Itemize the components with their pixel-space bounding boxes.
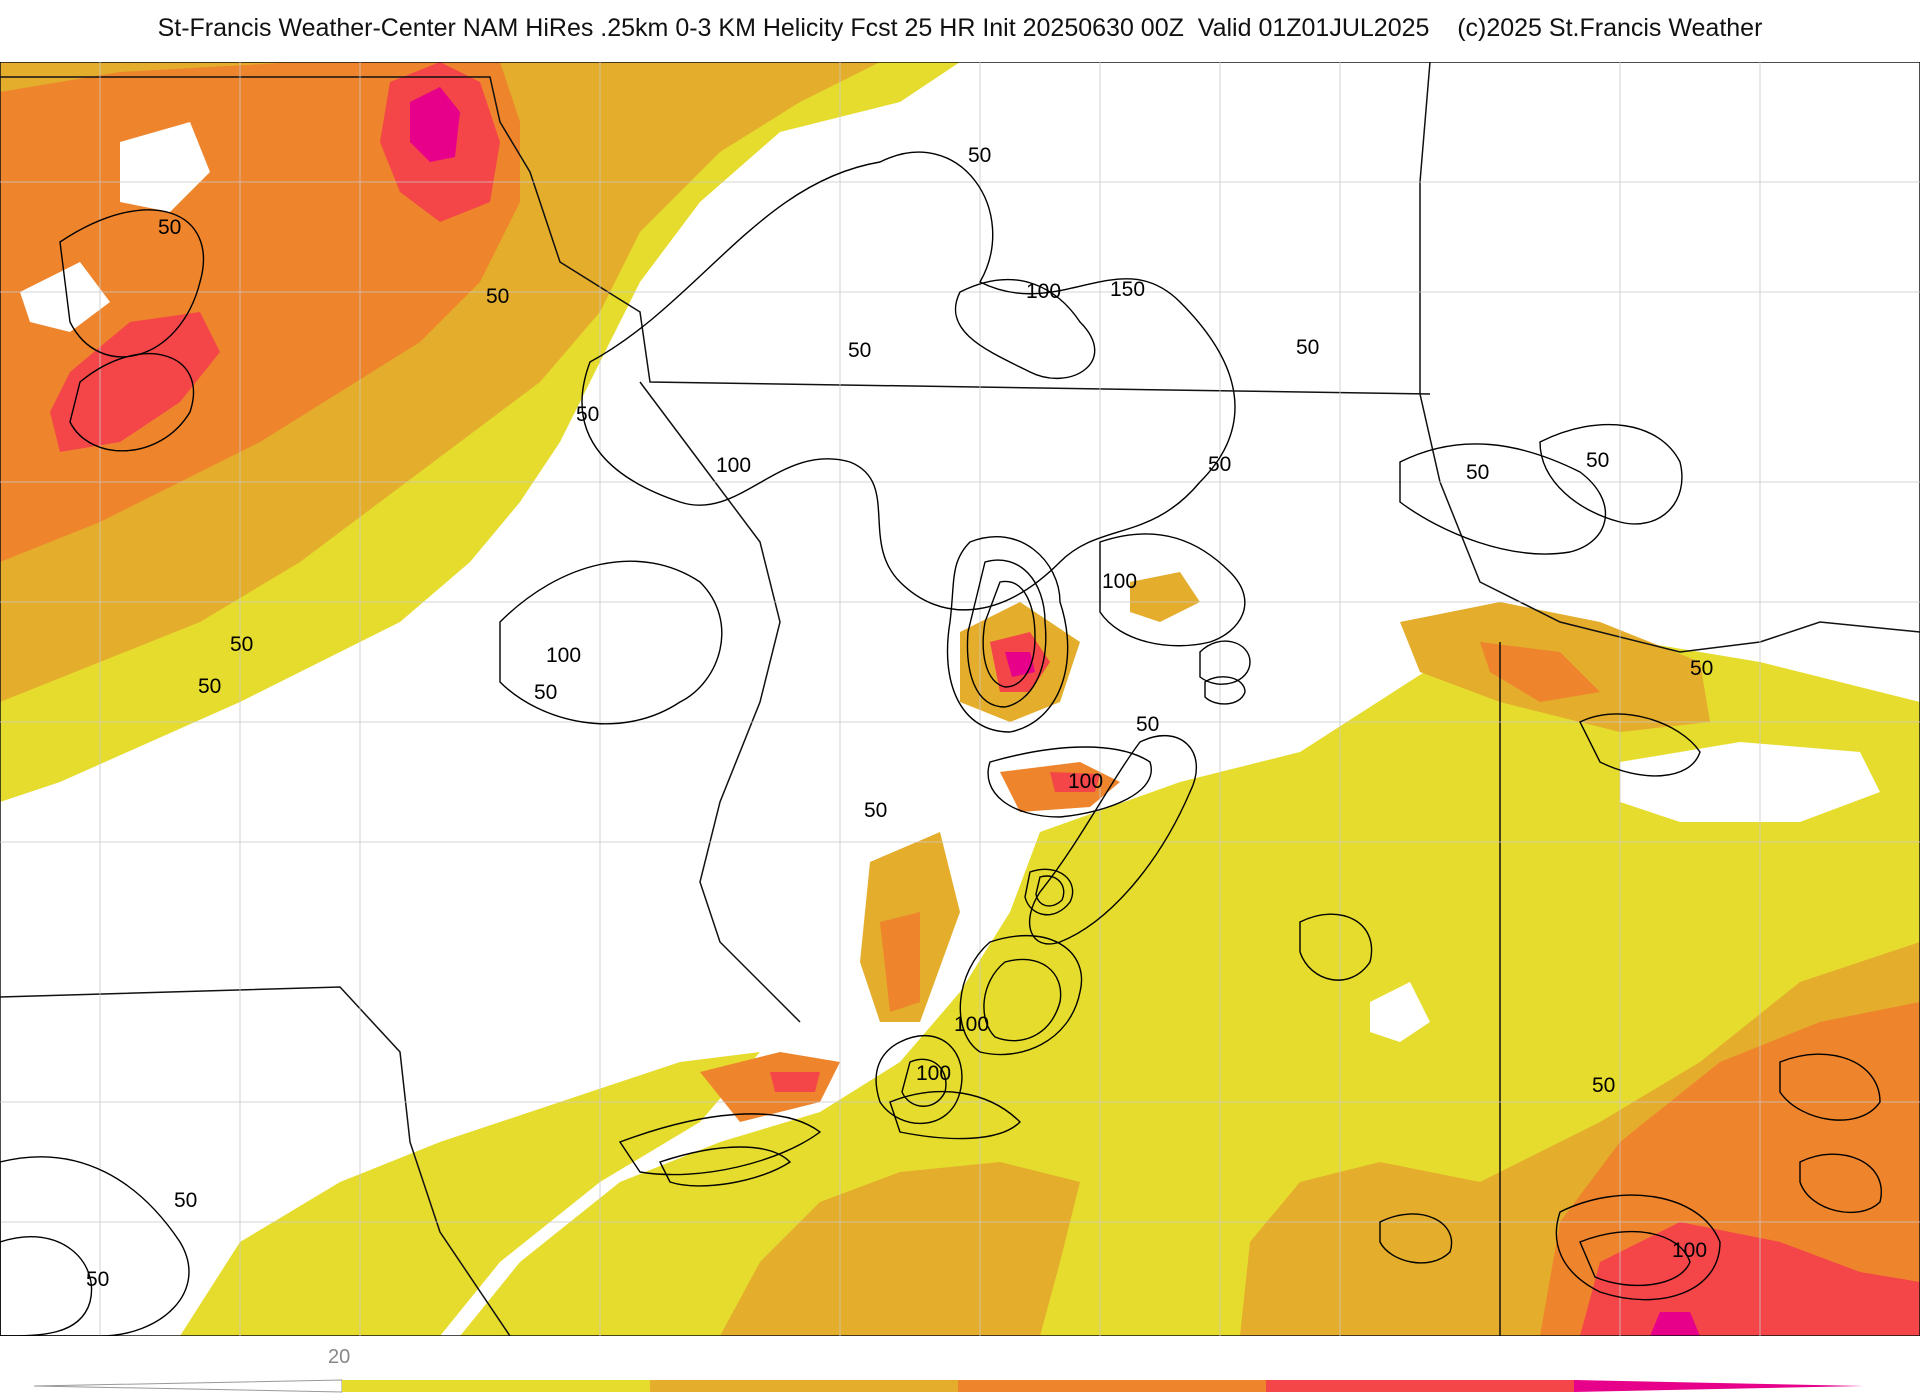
- contour-line: [966, 559, 1047, 708]
- contour-label: 50: [1592, 1074, 1615, 1097]
- contour-label: 50: [1690, 657, 1713, 680]
- contour-label: 50: [158, 216, 181, 239]
- border-river: [639, 381, 801, 1023]
- contour-label: 100: [1026, 280, 1061, 303]
- contour-label: 50: [848, 339, 871, 362]
- contour-line: [982, 580, 1036, 688]
- colorbar-tick-label: 20: [328, 1346, 350, 1368]
- contour-line: [581, 151, 1236, 611]
- contour-line: [59, 209, 205, 358]
- shade-cell-3: [1130, 572, 1200, 622]
- shade-red-nw1: [50, 312, 220, 452]
- border-north: [0, 76, 1431, 395]
- contour-line: [954, 278, 1096, 380]
- contour-line: [1299, 913, 1373, 981]
- shade-cell-5: [700, 1052, 840, 1122]
- contour-line: [946, 536, 1069, 733]
- contour-line: [1555, 1194, 1721, 1301]
- contour-line: [1199, 640, 1251, 685]
- contour-label: 50: [1466, 461, 1489, 484]
- contour-label: 50: [968, 144, 991, 167]
- contour-line: [618, 1113, 822, 1176]
- shade-cell-6o: [1480, 642, 1600, 702]
- helicity-map: 50 50 50 50 50 100 150 50 50 100 50 50 5…: [0, 62, 1920, 1336]
- colorbar-left-arrow: [33, 1379, 343, 1393]
- shade-white-nw2: [20, 262, 110, 332]
- contour-label: 50: [1208, 453, 1231, 476]
- shade-white-se1: [1620, 742, 1880, 822]
- colorbar-segment-red: [1266, 1380, 1574, 1392]
- contour-line: [1579, 713, 1701, 777]
- contour-label: 50: [534, 681, 557, 704]
- contour-line: [1579, 1230, 1691, 1287]
- colorbar-segment-yellow: [342, 1380, 650, 1392]
- contour-line: [983, 958, 1062, 1042]
- shade-gold-s: [720, 1162, 1080, 1336]
- contour-label: 50: [864, 799, 887, 822]
- contour-line: [959, 934, 1083, 1056]
- contour-label: 50: [486, 285, 509, 308]
- contour-label-group: 50 50 50 50 50 100 150 50 50 100 50 50 5…: [86, 144, 1713, 1291]
- contour-label: 100: [716, 454, 751, 477]
- contour-line: [659, 1146, 792, 1187]
- contour-line: [0, 1236, 93, 1336]
- contour-line: [1035, 875, 1065, 907]
- contour-line: [1029, 735, 1197, 945]
- contour-line: [0, 1156, 190, 1336]
- shade-cell-5r: [770, 1072, 820, 1092]
- contour-line: [1379, 1213, 1453, 1264]
- contour-label: 150: [1110, 278, 1145, 301]
- contour-line: [875, 1035, 963, 1124]
- contour-label: 100: [1102, 570, 1137, 593]
- colorbar: 20: [33, 1346, 1864, 1393]
- shade-mag-nw: [410, 87, 460, 162]
- border-south-west: [0, 986, 511, 1336]
- contour-label: 100: [954, 1013, 989, 1036]
- contour-label: 100: [1672, 1239, 1707, 1262]
- contour-line: [1539, 423, 1683, 525]
- contour-line: [69, 352, 195, 452]
- shade-white-nw1: [120, 122, 210, 212]
- shade-cell-4o: [880, 912, 920, 1012]
- contour-line: [1799, 1153, 1882, 1214]
- contour-label: 50: [198, 675, 221, 698]
- contour-label: 50: [174, 1189, 197, 1212]
- contour-label: 100: [546, 644, 581, 667]
- contour-line: [889, 1090, 1021, 1140]
- contour-label: 50: [1136, 713, 1159, 736]
- contour-line: [1399, 443, 1607, 555]
- contour-line: [1099, 533, 1246, 647]
- contour-line: [499, 560, 723, 725]
- shade-yellow-sw: [180, 1052, 760, 1336]
- colorbar-right-arrow: [1574, 1380, 1864, 1392]
- contour-label: 50: [576, 403, 599, 426]
- helicity-shading: [0, 62, 1920, 1336]
- county-lines: [0, 62, 1920, 1336]
- shade-cell-2r: [1050, 772, 1100, 792]
- shade-mag-se: [1650, 1312, 1700, 1336]
- map-title: St-Francis Weather-Center NAM HiRes .25k…: [157, 14, 1763, 42]
- contour-line: [987, 746, 1152, 818]
- shade-red-se: [1580, 1222, 1920, 1336]
- helicity-contours: [0, 151, 1882, 1336]
- contour-label: 50: [86, 1268, 109, 1291]
- colorbar-segment-orange: [958, 1380, 1266, 1392]
- contour-label: 100: [1068, 770, 1103, 793]
- shade-white-se2: [1370, 982, 1430, 1042]
- contour-line: [1779, 1053, 1881, 1121]
- contour-label: 50: [230, 633, 253, 656]
- contour-line: [1024, 868, 1074, 916]
- contour-line: [1204, 676, 1246, 705]
- contour-label: 100: [916, 1062, 951, 1085]
- colorbar-segment-gold: [650, 1380, 958, 1392]
- contour-label: 50: [1586, 449, 1609, 472]
- contour-label: 50: [1296, 336, 1319, 359]
